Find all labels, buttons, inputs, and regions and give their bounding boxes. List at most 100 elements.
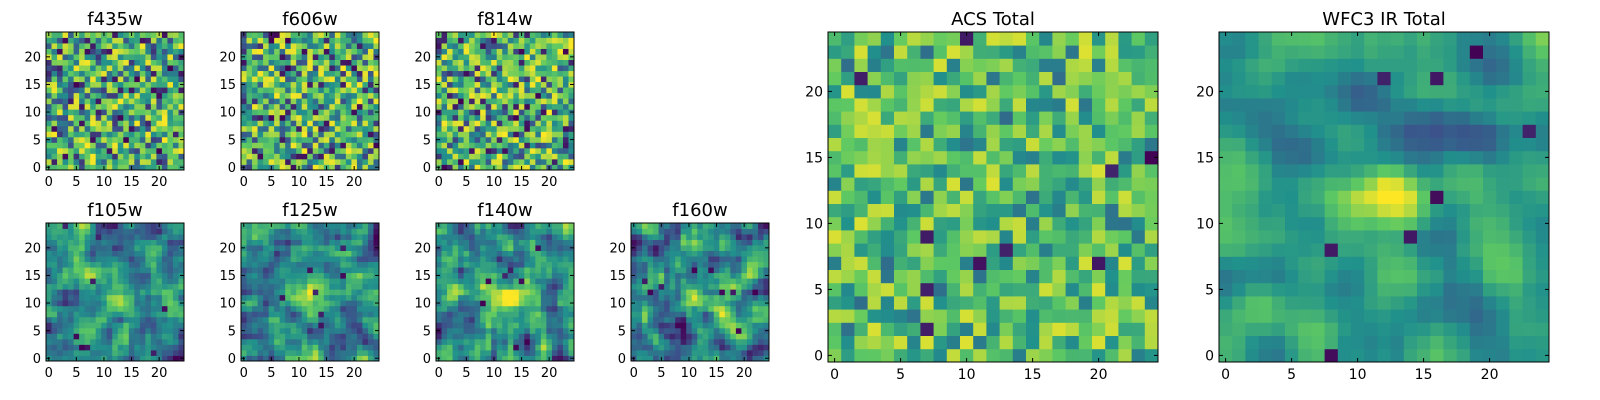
heatmap-cell	[518, 300, 525, 307]
heatmap-cell	[1105, 322, 1119, 336]
heatmap-cell	[134, 333, 141, 340]
heatmap-cell	[117, 311, 124, 318]
heatmap-cell	[540, 43, 547, 49]
heatmap-cell	[57, 54, 63, 60]
heatmap-cell	[507, 142, 514, 149]
heatmap-cell	[134, 272, 141, 279]
heatmap-cell	[95, 234, 102, 240]
heatmap-cell	[763, 322, 770, 329]
heatmap-cell	[828, 296, 842, 310]
heatmap-cell	[708, 322, 715, 329]
heatmap-cell	[345, 228, 352, 235]
heatmap-cell	[441, 125, 448, 132]
heatmap-cell	[117, 300, 124, 307]
heatmap-cell	[62, 37, 69, 44]
heatmap-cell	[540, 234, 547, 240]
heatmap-cell	[57, 223, 63, 229]
heatmap-cell	[546, 316, 553, 323]
heatmap-cell	[568, 65, 575, 72]
heatmap-cell	[557, 261, 564, 268]
heatmap-cell	[285, 48, 292, 55]
heatmap-cell	[323, 153, 330, 160]
heatmap-cell	[894, 282, 908, 297]
heatmap-cell	[106, 109, 113, 116]
heatmap-cell	[562, 65, 569, 72]
heatmap-cell	[719, 234, 726, 240]
heatmap-cell	[485, 54, 492, 60]
heatmap-cell	[496, 92, 503, 99]
heatmap-cell	[1105, 203, 1119, 218]
heatmap-cell	[474, 283, 481, 290]
heatmap-cell	[973, 296, 987, 310]
heatmap-cell	[329, 103, 336, 110]
heatmap-cell	[252, 300, 258, 307]
heatmap-cell	[675, 223, 682, 229]
heatmap-cell	[741, 349, 748, 356]
heatmap-cell	[480, 327, 487, 334]
heatmap-cell	[1078, 269, 1093, 284]
heatmap-cell	[436, 333, 442, 340]
heatmap-cell	[356, 261, 363, 268]
heatmap-cell	[285, 81, 292, 88]
heatmap-cell	[95, 305, 102, 312]
heatmap-cell	[491, 136, 498, 143]
heatmap-cell	[318, 158, 325, 165]
heatmap-cell	[112, 245, 119, 251]
heatmap-cell	[79, 228, 86, 235]
heatmap-cell	[145, 239, 152, 246]
heatmap-cell	[161, 239, 168, 246]
heatmap-cell	[101, 76, 108, 83]
heatmap-cell	[631, 234, 637, 240]
heatmap-cell	[134, 81, 141, 88]
heatmap-cell	[263, 338, 269, 345]
heatmap-cell	[373, 43, 380, 49]
heatmap-cell	[263, 164, 269, 171]
heatmap-cell	[441, 65, 448, 72]
heatmap-cell	[73, 131, 80, 138]
heatmap-cell	[546, 153, 553, 160]
heatmap-cell	[447, 76, 453, 83]
heatmap-cell	[95, 256, 102, 263]
heatmap-cell	[474, 228, 481, 235]
heatmap-cell	[101, 250, 108, 257]
heatmap-cell	[485, 349, 492, 356]
heatmap-cell	[763, 267, 770, 274]
heatmap-cell	[90, 48, 97, 55]
heatmap-cell	[1105, 296, 1119, 310]
heatmap-cell	[458, 245, 464, 251]
heatmap-cell	[62, 223, 69, 229]
heatmap-cell	[73, 327, 80, 334]
heatmap-cell	[117, 59, 124, 66]
heatmap-cell	[491, 338, 498, 345]
heatmap-cell	[867, 256, 882, 270]
heatmap-cell	[631, 316, 637, 323]
heatmap-cell	[362, 234, 369, 240]
heatmap-cell	[301, 48, 308, 55]
heatmap-cell	[167, 43, 174, 49]
heatmap-cell	[1118, 296, 1132, 310]
heatmap-cell	[345, 81, 352, 88]
heatmap-cell	[507, 300, 514, 307]
heatmap-cell	[257, 125, 264, 132]
heatmap-cell	[746, 228, 753, 235]
heatmap-cell	[518, 109, 525, 116]
heatmap-cell	[46, 294, 52, 301]
heatmap-cell	[568, 43, 575, 49]
heatmap-cell	[161, 272, 168, 279]
heatmap-cell	[263, 355, 269, 362]
heatmap-cell	[101, 305, 108, 312]
heatmap-cell	[334, 278, 341, 285]
heatmap-cell	[323, 147, 330, 154]
heatmap-cell	[686, 294, 693, 301]
y-tick-label: 10	[414, 297, 431, 312]
heatmap-cell	[46, 92, 52, 99]
heatmap-cell	[79, 87, 86, 94]
heatmap-cell	[647, 234, 654, 240]
axes-frame	[435, 222, 575, 362]
heatmap-cell	[642, 300, 648, 307]
heatmap-cell	[145, 305, 152, 312]
heatmap-cell	[274, 109, 281, 116]
heatmap-cell	[252, 37, 258, 44]
heatmap-cell	[557, 54, 564, 60]
heatmap-cell	[51, 349, 58, 356]
